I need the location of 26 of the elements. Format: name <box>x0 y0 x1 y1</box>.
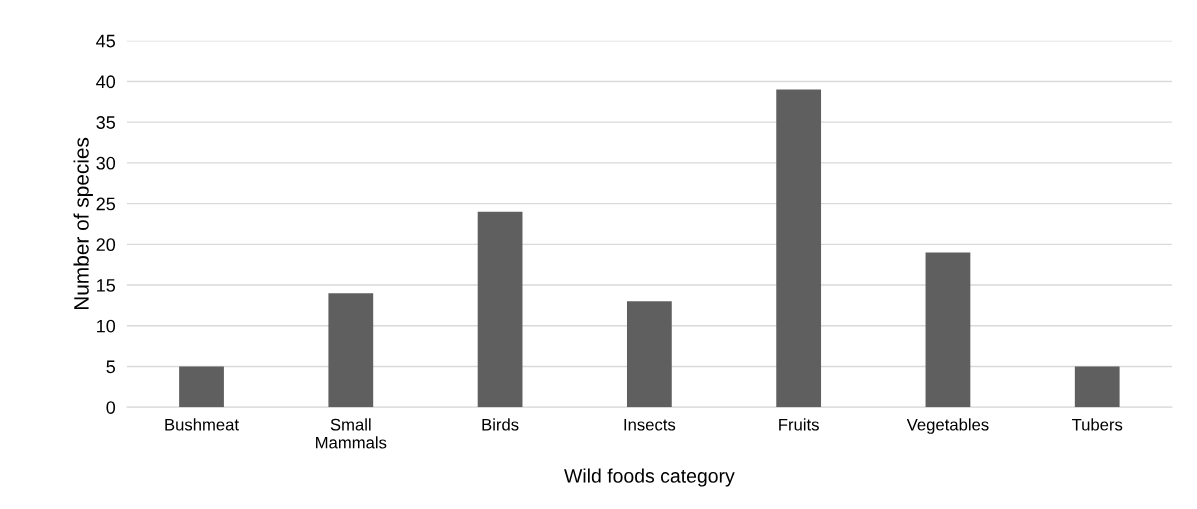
bar <box>925 252 971 408</box>
bar <box>328 293 374 408</box>
y-tick-label: 5 <box>106 360 116 374</box>
x-tick-label: Insects <box>624 418 676 431</box>
x-tick-label: Tubers <box>1071 418 1123 431</box>
bar <box>179 366 224 408</box>
x-tick-label: Vegetables <box>906 418 989 434</box>
y-tick-label: 35 <box>96 116 116 129</box>
x-tick-label: Small Mammals <box>316 418 387 449</box>
y-tick-label: 30 <box>96 156 116 170</box>
x-tick-label: Fruits <box>779 418 819 431</box>
y-tick-label: 10 <box>97 319 116 333</box>
x-tick-label: Birds <box>482 418 519 431</box>
y-tick-label: 20 <box>96 238 116 252</box>
x-tick-label: Bushmeat <box>165 418 239 431</box>
bar <box>626 301 672 408</box>
y-tick-label: 45 <box>96 34 116 48</box>
bar <box>776 89 822 408</box>
x-axis-title: Wild foods category <box>564 468 735 487</box>
y-tick-label: 25 <box>96 197 116 211</box>
y-tick-label: 0 <box>106 401 116 414</box>
bar <box>477 211 523 408</box>
y-axis-title: Number of species <box>73 137 93 310</box>
y-tick-label: 15 <box>97 279 116 292</box>
bar <box>1074 366 1120 408</box>
y-tick-label: 40 <box>96 75 116 89</box>
